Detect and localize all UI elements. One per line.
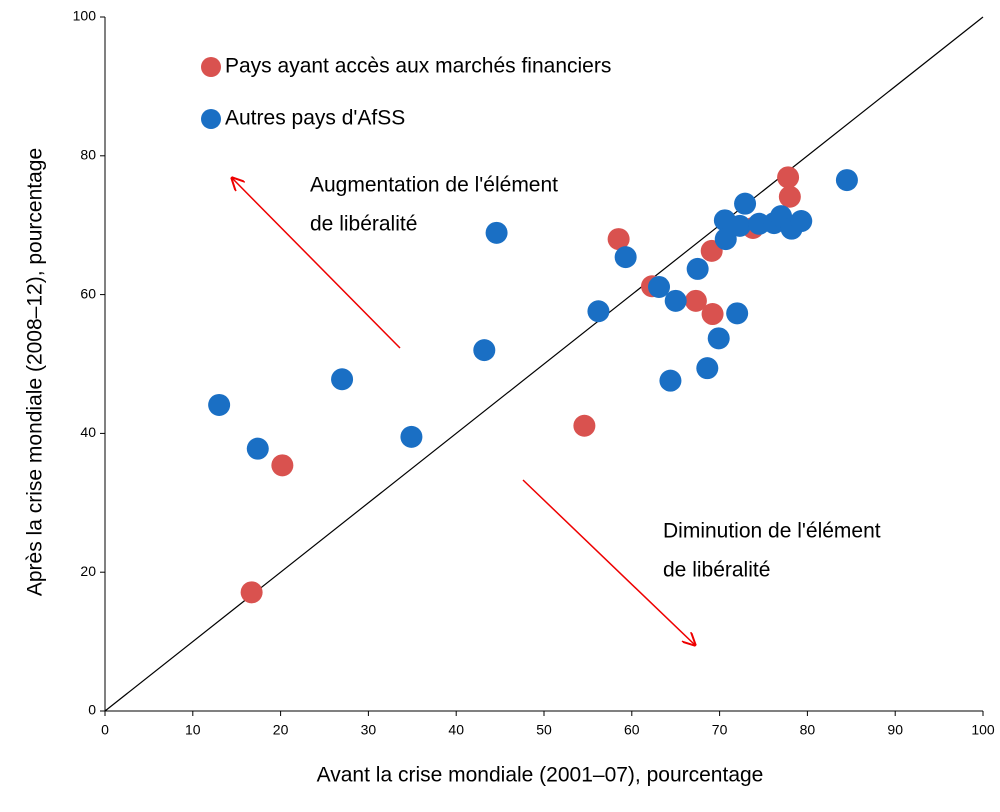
point bbox=[728, 214, 751, 237]
x-tick-label: 0 bbox=[101, 722, 109, 738]
point bbox=[607, 228, 630, 251]
arrow-down bbox=[522, 479, 695, 645]
annotation: de libéralité bbox=[310, 213, 417, 236]
point bbox=[208, 393, 231, 416]
y-tick-label: 20 bbox=[80, 563, 96, 579]
x-tick-label: 20 bbox=[273, 722, 289, 738]
legend-marker bbox=[201, 57, 221, 77]
x-tick-label: 60 bbox=[624, 722, 640, 738]
y-tick-label: 60 bbox=[80, 285, 96, 301]
y-tick-label: 0 bbox=[88, 702, 96, 718]
point bbox=[778, 185, 801, 208]
y-tick-label: 100 bbox=[73, 8, 97, 24]
point bbox=[684, 289, 707, 312]
point bbox=[726, 302, 749, 325]
x-tick-label: 10 bbox=[185, 722, 201, 738]
point bbox=[485, 221, 508, 244]
x-tick-label: 30 bbox=[361, 722, 377, 738]
point bbox=[734, 192, 757, 215]
point bbox=[271, 454, 294, 477]
x-tick-label: 40 bbox=[448, 722, 464, 738]
y-axis-label: Après la crise mondiale (2008–12), pourc… bbox=[24, 148, 47, 596]
point bbox=[400, 425, 423, 448]
point bbox=[707, 327, 730, 350]
arrow-up bbox=[232, 178, 401, 349]
annotation: de libéralité bbox=[663, 559, 770, 582]
point bbox=[686, 257, 709, 280]
point bbox=[701, 303, 724, 326]
legend-label: Pays ayant accès aux marchés financiers bbox=[225, 55, 611, 78]
x-tick-label: 80 bbox=[800, 722, 816, 738]
legend-label: Autres pays d'AfSS bbox=[225, 107, 405, 130]
point bbox=[659, 369, 682, 392]
y-tick-label: 40 bbox=[80, 424, 96, 440]
point bbox=[835, 169, 858, 192]
point bbox=[587, 300, 610, 323]
x-tick-label: 90 bbox=[887, 722, 903, 738]
x-axis-label: Avant la crise mondiale (2001–07), pourc… bbox=[317, 764, 764, 787]
x-tick-label: 50 bbox=[536, 722, 552, 738]
y-tick-label: 80 bbox=[80, 147, 96, 163]
point bbox=[714, 228, 737, 251]
point bbox=[777, 166, 800, 189]
point bbox=[648, 275, 671, 298]
point bbox=[331, 368, 354, 391]
point bbox=[614, 246, 637, 269]
x-tick-label: 100 bbox=[971, 722, 995, 738]
point bbox=[696, 357, 719, 380]
point bbox=[790, 210, 813, 233]
annotation: Augmentation de l'élément bbox=[310, 174, 558, 197]
point bbox=[473, 339, 496, 362]
point bbox=[573, 414, 596, 437]
point bbox=[246, 437, 269, 460]
legend-marker bbox=[201, 109, 221, 129]
x-tick-label: 70 bbox=[712, 722, 728, 738]
point bbox=[664, 289, 687, 312]
point bbox=[240, 581, 263, 604]
annotation: Diminution de l'élément bbox=[663, 520, 881, 543]
